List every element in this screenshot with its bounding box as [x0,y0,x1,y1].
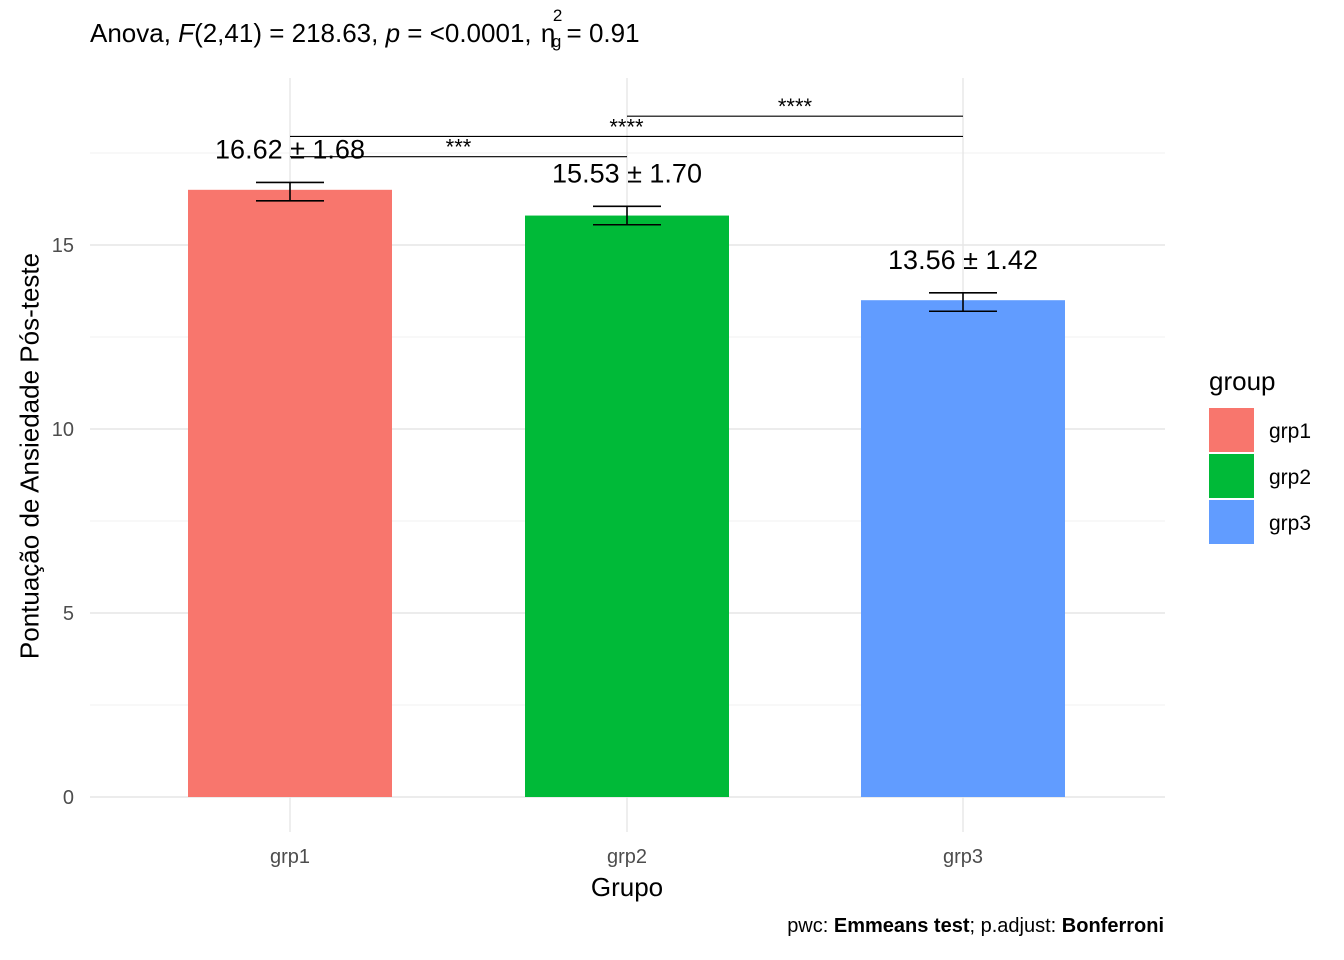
significance-label: **** [778,94,813,119]
caption: pwc: Emmeans test; p.adjust: Bonferroni [787,915,1164,937]
data-label: 16.62 ± 1.68 [215,134,365,164]
x-axis-label: Grupo [590,872,664,902]
bar-grp2 [525,215,729,797]
bar-grp1 [188,189,392,798]
legend-key-grp3 [1209,500,1254,544]
y-tick-label: 10 [52,419,74,441]
legend-item-grp2: grp2 [1209,454,1339,500]
legend-title: group [1209,366,1276,396]
y-tick-label: 0 [63,787,74,809]
legend-key-grp2 [1209,454,1254,498]
x-tick-label: grp1 [270,846,310,868]
significance-label: *** [446,135,472,160]
legend-key-grp1 [1209,408,1254,452]
x-tick-label: grp3 [943,846,983,868]
y-tick-label: 5 [63,603,74,625]
legend-item-grp1: grp1 [1209,408,1339,454]
bar-grp3 [861,300,1065,797]
y-axis-label: Pontuação de Ansiedade Pós-teste [14,252,45,660]
x-tick-label: grp2 [607,846,647,868]
data-label: 13.56 ± 1.42 [888,245,1038,275]
legend-label-grp1: grp1 [1269,420,1312,443]
significance-label: **** [609,114,644,139]
legend-item-grp3: grp3 [1209,500,1339,546]
legend-label-grp3: grp3 [1269,512,1312,535]
y-tick-label: 15 [52,235,74,257]
legend-label-grp2: grp2 [1269,466,1312,489]
data-label: 15.53 ± 1.70 [552,158,702,188]
